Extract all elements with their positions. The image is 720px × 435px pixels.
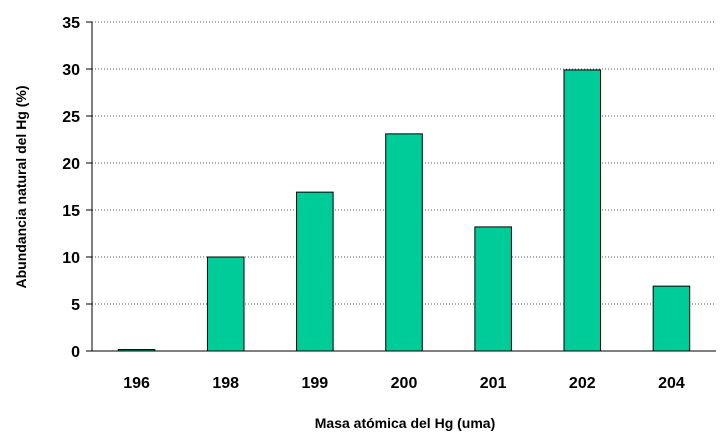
x-tick-label: 196 bbox=[123, 375, 150, 392]
bar-199 bbox=[296, 191, 334, 352]
x-tick-label: 201 bbox=[480, 375, 507, 392]
x-axis-title: Masa atómica del Hg (uma) bbox=[315, 415, 496, 431]
y-tick-label: 10 bbox=[62, 250, 80, 267]
y-tick-label: 30 bbox=[62, 62, 80, 79]
y-tick-label: 25 bbox=[62, 109, 80, 126]
y-tick-labels: 0 5 10 15 20 25 30 35 bbox=[62, 15, 92, 361]
axes bbox=[91, 22, 716, 352]
y-tick-label: 15 bbox=[62, 203, 80, 220]
x-tick-labels: 196 198 199 200 201 202 204 bbox=[123, 375, 685, 392]
bar-201 bbox=[474, 226, 512, 352]
bar-200 bbox=[385, 133, 423, 352]
x-tick-label: 199 bbox=[302, 375, 329, 392]
x-tick-label: 200 bbox=[391, 375, 418, 392]
y-tick-label: 0 bbox=[71, 344, 80, 361]
y-axis-title: Abundancia natural del Hg (%) bbox=[13, 85, 29, 288]
bar-198 bbox=[206, 256, 245, 352]
x-tick-label: 198 bbox=[212, 375, 239, 392]
bars bbox=[117, 69, 691, 352]
x-tick-label: 204 bbox=[658, 375, 685, 392]
y-tick-label: 35 bbox=[62, 15, 80, 32]
bar-204 bbox=[652, 285, 691, 352]
x-tick-label: 202 bbox=[569, 375, 596, 392]
bar-202 bbox=[563, 69, 602, 352]
y-tick-label: 20 bbox=[62, 156, 80, 173]
y-tick-label: 5 bbox=[71, 297, 80, 314]
